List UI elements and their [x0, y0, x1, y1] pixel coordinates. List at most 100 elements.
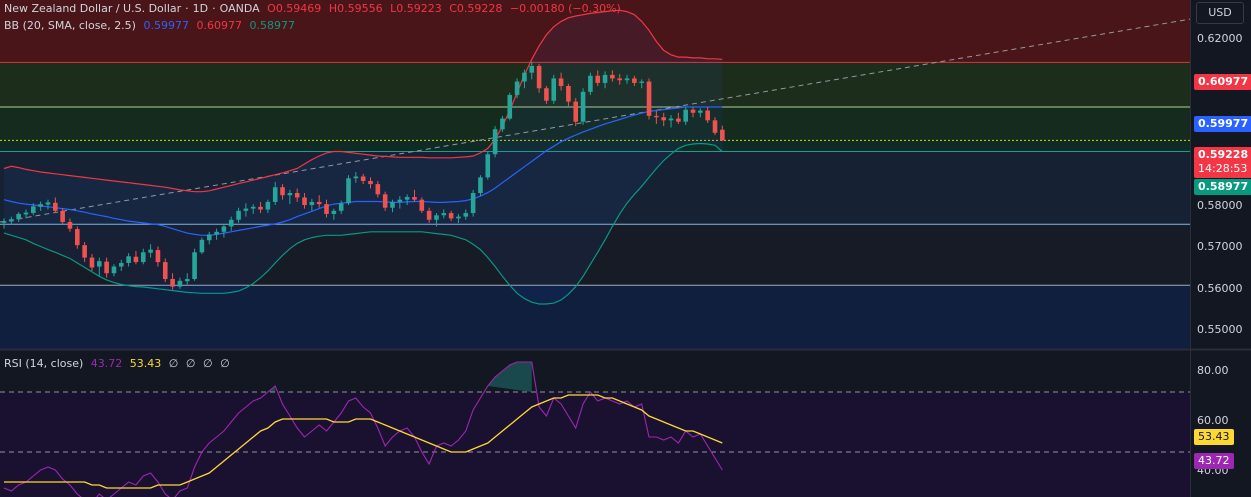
exchange-label: OANDA	[219, 2, 260, 15]
bb-lower-line	[3, 142, 723, 305]
bb-legend[interactable]: BB (20, SMA, close, 2.5) 0.59977 0.60977…	[4, 19, 299, 33]
rsi-extra-4: ∅	[220, 357, 230, 370]
rsi-overbought-fill	[267, 362, 591, 392]
candle-body	[536, 65, 542, 89]
rsi-ma-value: 53.43	[129, 357, 162, 370]
currency-button[interactable]: USD	[1196, 2, 1244, 24]
rsi-axis-label: 60.00	[1197, 414, 1229, 427]
last-price-value: 0.59228	[1198, 148, 1249, 161]
candle-body	[199, 239, 205, 253]
candle-body	[162, 262, 168, 280]
bb-upper-price-tag: 0.60977	[1194, 74, 1251, 90]
bar-countdown: 14:28:53	[1198, 162, 1248, 175]
candle-body	[346, 178, 351, 204]
candle-body	[441, 213, 447, 216]
candle-body	[192, 252, 197, 280]
price-axis-label: 0.57000	[1197, 240, 1243, 253]
candle-body	[31, 206, 36, 214]
candle-body	[221, 226, 227, 232]
candle-body	[133, 256, 139, 263]
bb-name[interactable]: BB (20, SMA, close, 2.5)	[4, 19, 136, 32]
symbol-name[interactable]: New Zealand Dollar / U.S. Dollar	[4, 2, 182, 15]
candle-body	[668, 118, 674, 121]
price-zone	[0, 140, 1190, 152]
candle-body	[236, 210, 241, 220]
candle-body	[177, 280, 183, 287]
rsi-extra-1: ∅	[168, 357, 179, 370]
rsi-line	[3, 361, 723, 497]
price-axis-label: 0.55000	[1197, 323, 1243, 336]
candle-body	[522, 72, 527, 82]
candle-body	[375, 184, 381, 195]
candle-body	[624, 78, 630, 81]
price-zone	[0, 0, 1190, 63]
candle-body	[250, 206, 256, 209]
rsi-extra-2: ∅	[185, 357, 196, 370]
bb-lower-value: 0.58977	[249, 19, 295, 32]
candle-body	[698, 110, 703, 113]
candle-body	[53, 202, 58, 211]
candle-body	[368, 180, 373, 185]
candle-body	[654, 115, 659, 118]
candle-body	[1, 221, 7, 223]
rsi-name[interactable]: RSI (14, close)	[4, 357, 84, 370]
candle-body	[214, 231, 219, 235]
last-price-tag: 0.59228 14:28:53	[1194, 147, 1251, 178]
candle-body	[287, 192, 293, 196]
candle-body	[126, 256, 131, 263]
candle-body	[75, 229, 80, 246]
candle-body	[397, 199, 403, 202]
candle-body	[478, 177, 483, 193]
candle-body	[228, 219, 234, 227]
candle-body	[448, 213, 454, 219]
candle-body	[23, 212, 29, 215]
candle-body	[595, 75, 601, 83]
candle-body	[324, 204, 329, 214]
candle-body	[338, 203, 344, 211]
candle-body	[272, 187, 278, 202]
candle-body	[302, 197, 307, 206]
candle-body	[617, 78, 623, 81]
rsi-legend[interactable]: RSI (14, close) 43.72 53.43 ∅ ∅ ∅ ∅	[4, 357, 234, 371]
bb-upper-value: 0.60977	[196, 19, 242, 32]
candle-body	[243, 208, 249, 211]
ohlc-change: −0.00180 (−0.30%)	[509, 2, 621, 15]
ohlc-low: L0.59223	[390, 2, 442, 15]
candle-body	[500, 118, 505, 130]
candle-body	[404, 197, 410, 200]
interval-label[interactable]: 1D	[192, 2, 209, 15]
price-zone	[0, 285, 1190, 349]
rsi-ma-line	[4, 394, 723, 489]
candle-body	[206, 234, 212, 241]
candle-body	[610, 74, 615, 79]
candle-body	[353, 176, 359, 179]
candle-body	[588, 75, 593, 92]
candle-body	[118, 262, 124, 267]
candle-body	[712, 120, 718, 133]
candle-body	[9, 219, 14, 222]
candle-body	[316, 201, 322, 205]
trend-line	[0, 18, 1191, 223]
candle-body	[111, 266, 117, 274]
candle-body	[382, 194, 388, 208]
bb-band-fill	[4, 10, 723, 304]
candle-body	[676, 118, 681, 122]
candle-body	[580, 91, 586, 122]
bb-lower-price-tag: 0.58977	[1194, 179, 1251, 195]
bb-basis-price-tag: 0.59977	[1194, 116, 1251, 132]
candle-body	[419, 199, 425, 211]
candle-body	[89, 257, 95, 268]
rsi-axis-label: 80.00	[1197, 364, 1229, 377]
ohlc-close: C0.59228	[449, 2, 503, 15]
bb-basis-value: 0.59977	[143, 19, 189, 32]
candle-body	[104, 261, 109, 274]
candle-body	[690, 109, 696, 113]
candle-body	[45, 202, 51, 205]
candle-body	[661, 117, 666, 121]
candle-body	[16, 213, 21, 220]
candle-body	[639, 81, 645, 83]
rsi-band-background	[0, 392, 1190, 497]
candle-body	[155, 250, 161, 263]
